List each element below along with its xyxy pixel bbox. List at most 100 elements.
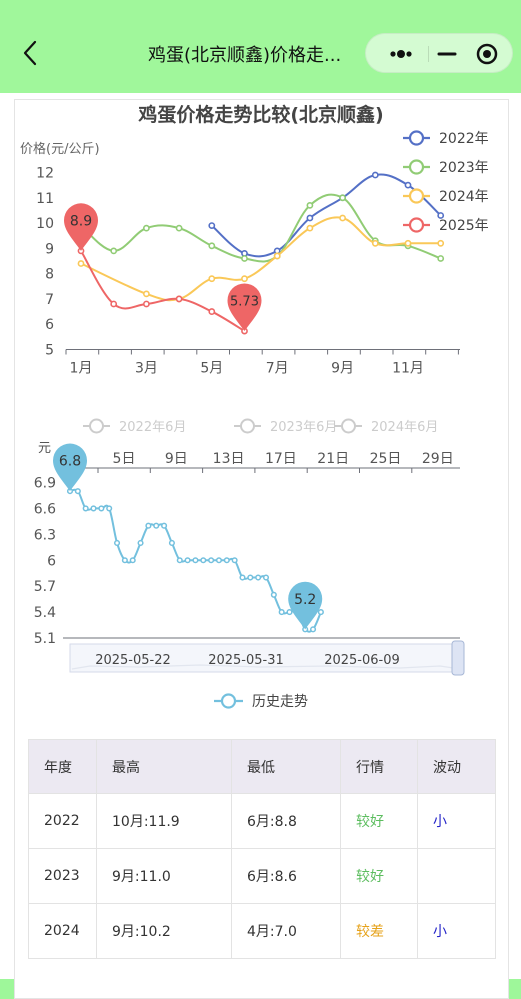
back-button[interactable] — [16, 38, 46, 68]
chart2-x-tick: 13日 — [213, 451, 245, 467]
cell-year: 2022 — [28, 793, 97, 849]
legend-marker — [408, 130, 425, 146]
legend-item-2022年[interactable]: 2022年 — [403, 130, 489, 147]
history-point — [90, 505, 97, 512]
legend-item-2025年[interactable]: 2025年 — [403, 217, 489, 234]
chart1-y-tick: 12 — [36, 166, 54, 182]
price-pin-0: 8.9 — [64, 203, 98, 251]
series-point — [175, 224, 183, 232]
target-close-icon — [476, 43, 498, 65]
history-pin-1-label: 5.2 — [294, 592, 316, 608]
history-pin-1: 5.2 — [288, 581, 323, 630]
chart1-y-tick: 5 — [45, 343, 54, 359]
table-header-row: 年度 最高 最低 行情 波动 — [28, 739, 496, 794]
compare-toggle-2022年6月[interactable]: 2022年6月 — [83, 418, 186, 436]
series-line-2023年 — [80, 193, 442, 263]
close-button[interactable] — [470, 34, 510, 74]
cell-trend: 较好 — [340, 848, 418, 904]
history-point — [98, 505, 105, 512]
history-point — [278, 609, 285, 616]
toggle-label: 2023年6月 — [270, 420, 337, 435]
header-volatility: 波动 — [417, 739, 496, 794]
series-point — [371, 171, 379, 179]
history-point — [270, 591, 277, 598]
chart1-x-tick: 7月 — [266, 361, 289, 377]
price-pin-1: 5.73 — [227, 283, 262, 332]
series-line-2025年 — [80, 250, 246, 332]
price-pin-0-shape — [64, 203, 98, 251]
zoom-slider-date: 2025-05-31 — [208, 653, 284, 668]
series-point — [110, 247, 118, 255]
toggle-marker — [341, 418, 356, 434]
zoom-slider-date: 2025-06-09 — [324, 653, 400, 668]
cell-low: 6月:8.8 — [231, 793, 341, 849]
legend-label: 2024年 — [439, 189, 489, 205]
legend-item-2023年[interactable]: 2023年 — [403, 159, 489, 176]
cell-high: 10月:11.9 — [96, 793, 232, 849]
series-point — [339, 214, 346, 222]
chart2-y-tick: 5.1 — [34, 631, 56, 647]
history-point — [82, 505, 89, 512]
history-point — [208, 557, 215, 564]
chart2-y-tick: 5.4 — [34, 605, 56, 621]
toggle-marker — [89, 418, 104, 434]
cell-high: 9月:11.0 — [96, 848, 232, 904]
chart2-x-tick: 25日 — [370, 451, 402, 467]
legend-label: 2022年 — [439, 131, 489, 147]
capsule-divider — [428, 46, 429, 62]
series-point — [437, 255, 445, 262]
more-button[interactable] — [376, 34, 426, 74]
legend-item-历史走势[interactable]: 历史走势 — [214, 693, 308, 710]
series-point — [306, 201, 314, 209]
chart1-x-tick: 11月 — [392, 361, 424, 377]
history-point — [145, 522, 152, 529]
table-row: 2024 9月:10.2 4月:7.0 较差 小 — [28, 903, 496, 959]
chart1-title: 鸡蛋价格走势比较(北京顺鑫) — [137, 103, 383, 126]
legend-label: 历史走势 — [252, 694, 308, 710]
history-point — [223, 557, 230, 564]
compare-toggle-2023年6月[interactable]: 2023年6月 — [234, 418, 337, 436]
compare-toggle-2024年6月[interactable]: 2024年6月 — [335, 418, 438, 436]
series-point — [208, 308, 216, 315]
legend-marker — [408, 217, 425, 233]
history-point — [106, 505, 113, 512]
chart2-y-tick: 6.6 — [34, 501, 56, 517]
table-row: 2022 10月:11.9 6月:8.8 较好 小 — [28, 793, 496, 849]
legend-label: 2025年 — [439, 218, 489, 234]
zoom-slider-handle[interactable] — [451, 640, 465, 676]
price-summary-table: 年度 最高 最低 行情 波动 2022 10月:11.9 6月:8.8 较好 小… — [28, 739, 496, 959]
table-row: 2023 9月:11.0 6月:8.6 较好 — [28, 848, 496, 904]
chart2-x-tick: 21日 — [317, 451, 349, 467]
price-pin-0-label: 8.9 — [70, 213, 92, 229]
history-point — [200, 557, 207, 564]
legend-item-2024年[interactable]: 2024年 — [403, 188, 489, 205]
chart2-ylabel: 元 — [38, 441, 51, 456]
history-point — [231, 557, 238, 564]
legend-label: 2023年 — [439, 160, 489, 176]
cell-high: 9月:10.2 — [96, 903, 232, 959]
history-point — [255, 574, 262, 581]
chart1-x-tick: 1月 — [70, 361, 93, 377]
history-point — [176, 557, 183, 564]
history-pin-0: 6.8 — [53, 443, 87, 492]
minus-icon — [437, 52, 457, 56]
chart1-y-tick: 6 — [45, 317, 54, 333]
series-point — [306, 214, 314, 222]
series-point — [339, 194, 346, 202]
cell-low: 4月:7.0 — [231, 903, 341, 959]
history-pin-1-shape — [288, 581, 323, 630]
minimize-button[interactable] — [430, 34, 470, 74]
page-body: 鸡蛋价格走势比较(北京顺鑫) 价格(元/公斤) 5 6 7 8 9 10 11 12 1月 3月 5… — [0, 93, 521, 999]
series-point — [241, 275, 248, 283]
series-point — [208, 222, 216, 229]
history-point — [192, 557, 199, 564]
capsule-menu — [365, 33, 513, 73]
header-trend: 行情 — [340, 739, 418, 794]
chart1-x-tick: 5月 — [200, 361, 223, 377]
history-point — [113, 539, 121, 547]
series-point — [77, 260, 85, 267]
cell-volatility: 小 — [417, 903, 496, 959]
price-pin-1-shape — [227, 283, 262, 332]
series-point — [208, 275, 216, 283]
history-point — [262, 574, 270, 581]
